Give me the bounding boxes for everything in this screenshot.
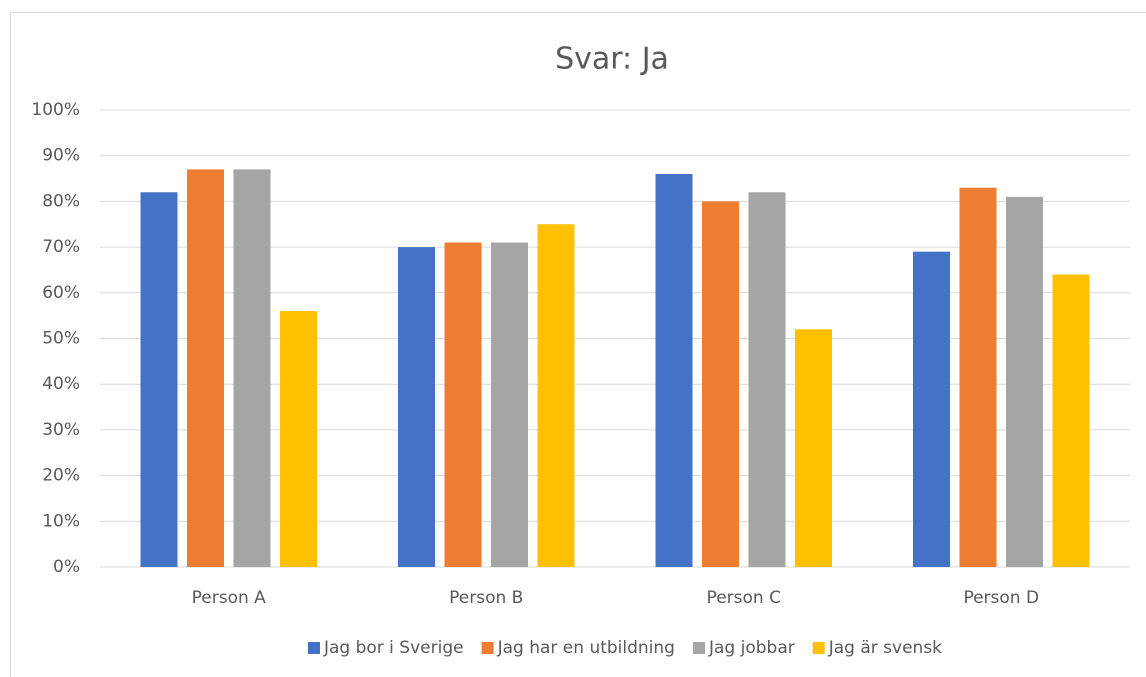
y-tick-label: 20% (42, 466, 80, 486)
y-tick-label: 0% (53, 557, 80, 577)
bar (795, 329, 832, 567)
legend-swatch (812, 642, 825, 654)
legend-label: Jag har en utbildning (497, 638, 675, 658)
bar (491, 242, 528, 567)
chart-title: Svar: Ja (555, 42, 669, 77)
y-tick-label: 100% (31, 100, 80, 120)
x-tick-label: Person A (192, 588, 267, 608)
y-tick-label: 40% (42, 374, 80, 394)
y-tick-label: 80% (42, 191, 80, 211)
bar (1006, 196, 1043, 567)
legend-label: Jag jobbar (708, 638, 795, 658)
y-tick-label: 70% (42, 237, 80, 257)
legend-swatch (481, 642, 494, 654)
bar (140, 192, 178, 567)
y-tick-label: 60% (42, 283, 80, 303)
legend-label: Jag bor i Sverige (323, 638, 464, 658)
x-tick-label: Person C (707, 588, 781, 608)
bar (233, 169, 271, 567)
y-tick-label: 10% (42, 511, 80, 531)
bar (187, 169, 224, 567)
x-tick-label: Person D (963, 588, 1039, 608)
bar (537, 224, 575, 567)
y-tick-label: 50% (42, 329, 80, 349)
bar (959, 187, 997, 567)
bar (913, 251, 950, 568)
legend-swatch (307, 642, 320, 654)
y-tick-label: 90% (42, 146, 80, 166)
y-tick-label: 30% (42, 420, 80, 440)
x-tick-label: Person B (449, 588, 523, 608)
legend-label: Jag är svensk (828, 638, 942, 658)
bar (280, 311, 317, 567)
bar (655, 173, 693, 568)
bar (398, 247, 435, 567)
legend-swatch (692, 642, 705, 654)
bar (702, 201, 739, 567)
bar (748, 192, 786, 567)
bar (1052, 274, 1090, 567)
bar (444, 242, 482, 567)
